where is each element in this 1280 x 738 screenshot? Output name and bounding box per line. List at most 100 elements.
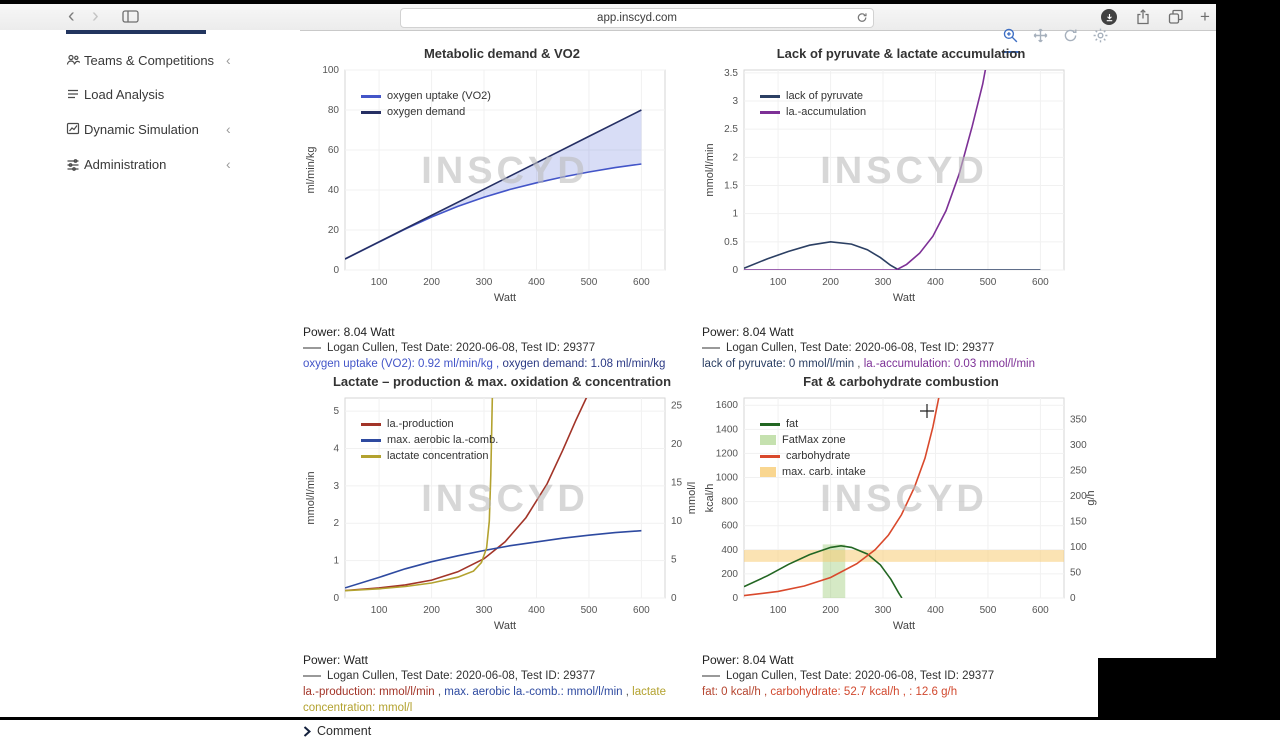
comment-label: Comment bbox=[317, 724, 372, 738]
sidebar-item-administration[interactable]: Administration ‹ bbox=[0, 150, 300, 178]
svg-text:20: 20 bbox=[671, 439, 683, 450]
athlete-text: Logan Cullen, Test Date: 2020-06-08, Tes… bbox=[726, 670, 995, 682]
legend-item[interactable]: la.-accumulation bbox=[760, 106, 866, 118]
metric-value: , bbox=[434, 686, 445, 698]
pan-icon[interactable] bbox=[1032, 27, 1049, 51]
chevron-icon: ‹ bbox=[226, 52, 231, 68]
administration-icon bbox=[66, 157, 80, 171]
reset-axes-icon[interactable] bbox=[1062, 27, 1079, 51]
athlete-line-swatch bbox=[702, 346, 720, 349]
svg-text:ml/min/kg: ml/min/kg bbox=[305, 146, 317, 193]
chart-fat-carbohydrate-combustion: Fat & carbohydrate combustion INSCYD 100 2… bbox=[702, 372, 1100, 701]
sidebar-item-label: Load Analysis bbox=[84, 86, 165, 102]
legend-swatch bbox=[361, 94, 381, 98]
legend-label: carbohydrate bbox=[786, 450, 851, 462]
comment-toggle[interactable]: Comment bbox=[303, 724, 701, 738]
legend-item[interactable]: FatMax zone bbox=[760, 434, 866, 446]
svg-text:INSCYD: INSCYD bbox=[421, 150, 589, 192]
settings-icon[interactable] bbox=[1092, 27, 1109, 51]
svg-text:100: 100 bbox=[1070, 542, 1087, 553]
legend-item[interactable]: oxygen demand bbox=[361, 106, 491, 118]
svg-text:100: 100 bbox=[371, 277, 388, 288]
svg-text:1: 1 bbox=[333, 556, 339, 567]
sidebar-item-load-analysis[interactable]: Load Analysis bbox=[0, 80, 300, 108]
legend-label: la.-accumulation bbox=[786, 106, 867, 118]
downloads-icon[interactable] bbox=[1101, 9, 1117, 25]
chevron-right-icon bbox=[303, 725, 311, 737]
legend-label: oxygen uptake (VO2) bbox=[387, 90, 491, 102]
reload-icon[interactable] bbox=[855, 11, 868, 30]
svg-text:4: 4 bbox=[333, 443, 339, 454]
url-text: app.inscyd.com bbox=[597, 12, 677, 24]
svg-text:3: 3 bbox=[333, 481, 339, 492]
metric-values: la.-production: mmol/l/min , max. aerobi… bbox=[303, 685, 701, 716]
url-field[interactable]: app.inscyd.com bbox=[400, 8, 874, 28]
legend-label: la.-production bbox=[387, 418, 454, 430]
svg-text:100: 100 bbox=[770, 277, 787, 288]
svg-text:350: 350 bbox=[1070, 414, 1087, 425]
legend-swatch bbox=[760, 422, 780, 426]
teams-icon bbox=[66, 53, 81, 67]
svg-text:0: 0 bbox=[333, 265, 339, 276]
sidebar-toggle-icon[interactable] bbox=[122, 9, 139, 29]
svg-text:200: 200 bbox=[423, 277, 440, 288]
sidebar-item-teams-competitions[interactable]: Teams & Competitions ‹ bbox=[0, 46, 300, 74]
sidebar: Teams & Competitions ‹ Load Analysis Dyn… bbox=[0, 30, 300, 720]
svg-text:500: 500 bbox=[581, 605, 598, 616]
legend-item[interactable]: lack of pyruvate bbox=[760, 90, 866, 102]
svg-text:INSCYD: INSCYD bbox=[820, 478, 988, 520]
share-icon[interactable] bbox=[1135, 9, 1151, 30]
letterbox-top bbox=[0, 0, 1280, 4]
metric-value: la.-production: mmol/l/min bbox=[303, 686, 435, 698]
metric-value: , bbox=[622, 686, 633, 698]
legend-item[interactable]: oxygen uptake (VO2) bbox=[361, 90, 491, 102]
svg-text:200: 200 bbox=[721, 569, 738, 580]
svg-text:Watt: Watt bbox=[494, 292, 516, 304]
svg-text:1.5: 1.5 bbox=[724, 180, 738, 191]
legend-swatch bbox=[361, 422, 381, 426]
back-icon[interactable]: ‹ bbox=[68, 5, 75, 27]
athlete-readout: Logan Cullen, Test Date: 2020-06-08, Tes… bbox=[702, 342, 1100, 354]
svg-text:5: 5 bbox=[333, 406, 339, 417]
svg-text:100: 100 bbox=[322, 65, 339, 76]
metric-value: fat: 0 kcal/h bbox=[702, 686, 761, 698]
athlete-readout: Logan Cullen, Test Date: 2020-06-08, Tes… bbox=[303, 670, 701, 682]
svg-text:INSCYD: INSCYD bbox=[421, 478, 589, 520]
svg-text:600: 600 bbox=[721, 521, 738, 532]
chart-legend: fat FatMax zone carbohydrate max. carb. int… bbox=[760, 418, 866, 478]
tabs-overview-icon[interactable] bbox=[1168, 9, 1184, 30]
plot-area-lactate[interactable]: INSCYD 100 200 300 400 500 600 0 1 2 3 4 5 0 5 10 15 20 25… bbox=[303, 392, 701, 642]
legend-item[interactable]: max. aerobic la.-comb. bbox=[361, 434, 498, 446]
plot-area-metabolic[interactable]: INSCYD 100 200 300 400 500 600 0 20 40 60 80 100 Watt… bbox=[303, 64, 701, 314]
list-icon bbox=[66, 87, 80, 101]
legend-item[interactable]: la.-production bbox=[361, 418, 498, 430]
legend-item[interactable]: fat bbox=[760, 418, 866, 430]
svg-text:400: 400 bbox=[721, 545, 738, 556]
selected-item-indicator bbox=[66, 30, 206, 34]
legend-swatch bbox=[361, 438, 381, 442]
svg-text:0: 0 bbox=[671, 593, 677, 604]
svg-text:600: 600 bbox=[1032, 605, 1049, 616]
letterbox-bottom bbox=[0, 717, 1280, 720]
svg-text:400: 400 bbox=[927, 277, 944, 288]
legend-item[interactable]: lactate concentration bbox=[361, 450, 498, 462]
legend-item[interactable]: carbohydrate bbox=[760, 450, 866, 462]
svg-text:300: 300 bbox=[875, 605, 892, 616]
chart-title: Fat & carbohydrate combustion bbox=[803, 374, 999, 389]
forward-icon[interactable]: › bbox=[92, 5, 99, 27]
letterbox-right bbox=[1216, 0, 1280, 720]
legend-item[interactable]: max. carb. intake bbox=[760, 466, 866, 478]
svg-text:10: 10 bbox=[671, 516, 683, 527]
legend-swatch bbox=[760, 94, 780, 98]
metric-value: lactate concentration: mmol/l bbox=[303, 686, 667, 714]
svg-text:100: 100 bbox=[770, 605, 787, 616]
chart-title: Metabolic demand & VO2 bbox=[423, 46, 581, 61]
plot-area-pyruvate[interactable]: INSCYD 100 200 300 400 500 600 0 0.5 1 1.5 2 2.5 3 3.5… bbox=[702, 64, 1100, 314]
zoom-icon[interactable] bbox=[1002, 27, 1019, 53]
sidebar-item-dynamic-simulation[interactable]: Dynamic Simulation ‹ bbox=[0, 115, 300, 143]
metric-value: , bbox=[760, 686, 771, 698]
svg-text:100: 100 bbox=[371, 605, 388, 616]
new-tab-icon[interactable]: + bbox=[1200, 7, 1210, 26]
metric-value: : 12.6 g/h bbox=[909, 686, 958, 698]
